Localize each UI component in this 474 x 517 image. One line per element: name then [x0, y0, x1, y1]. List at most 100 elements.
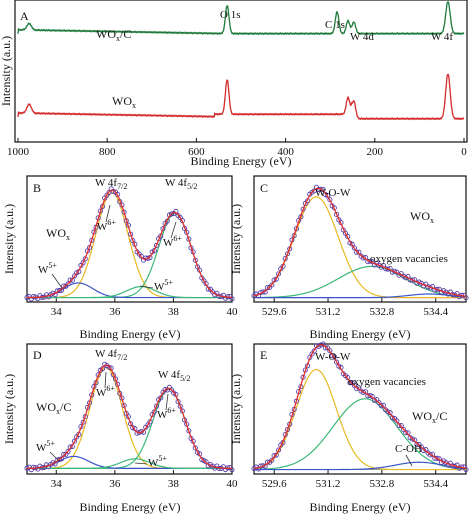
panel-e-data-point — [418, 444, 424, 450]
panel-d-tick-label: 36 — [109, 478, 121, 490]
panel-d-xlabel: Binding Energy (eV) — [79, 500, 180, 514]
panel-c-ylabel: Intensity (a.u.) — [229, 204, 243, 274]
panel-d-w6-label-2: W6+ — [157, 406, 176, 421]
panel-c-plot — [251, 184, 469, 301]
panel-b-frame — [26, 175, 233, 303]
panel-a-xlabel: Binding Energy (eV) — [190, 154, 291, 168]
panel-e-tick-label: 532.8 — [369, 478, 394, 490]
panel-d-arrow-w6-2 — [165, 393, 169, 411]
panel-b-tick-label: 38 — [168, 306, 180, 318]
panel-c-tick-label: 529.6 — [262, 306, 287, 318]
panel-e-data-point — [434, 455, 440, 461]
panel-e-data-point — [334, 359, 340, 365]
panel-c-frame — [253, 175, 467, 303]
panel-d-data-point — [106, 364, 112, 370]
panel-a-ylabel: Intensity (a.u.) — [0, 36, 13, 106]
panel-b-x-ticks: 34 36 38 40 — [51, 298, 238, 318]
panel-b-w6-label-1: W6+ — [97, 218, 116, 233]
panel-c-data-point — [325, 193, 331, 199]
panel-b-peak1-label: W 4f7/2 — [95, 177, 127, 191]
panel-a-x-ticks: 1000 800 600 400 200 0 — [7, 138, 467, 158]
panel-b-data-point — [153, 242, 160, 248]
panel-d-data-point — [203, 459, 209, 465]
panel-d-data-point — [162, 386, 168, 393]
panel-b-letter: B — [33, 181, 41, 195]
panel-d-data-point — [177, 403, 183, 409]
panel-d-fit-envelope — [26, 364, 233, 470]
panel-d-data-point — [65, 448, 71, 455]
panel-d-component-w6-4f5-2 — [27, 388, 233, 469]
panel-a-frame — [14, 0, 468, 143]
panel-e-data-point — [394, 418, 400, 424]
panel-b-arrow-w6-2 — [170, 221, 177, 239]
panel-d-letter: D — [33, 348, 42, 362]
panel-d-data-point — [112, 376, 119, 382]
panel-a-ann-w4d: W 4d — [350, 31, 374, 43]
panel-d-sample-label: WOx/C — [36, 400, 71, 416]
panel-a-tick-label: 0 — [461, 146, 467, 158]
panel-a-tick-label: 800 — [99, 146, 116, 158]
panel-c-data-point — [360, 255, 366, 261]
panel-a-label-wox: WOx — [112, 94, 136, 110]
panel-d-data-point — [30, 464, 37, 470]
panel-e-data-point — [463, 466, 469, 473]
panel-b-data-point — [65, 281, 71, 287]
panel-b-tick-label: 40 — [227, 306, 239, 318]
panel-d-tick-label: 40 — [227, 478, 239, 490]
panel-e-data-point — [385, 409, 391, 415]
panel-e-component-oxygen-vacancies — [253, 398, 467, 470]
panel-a-tick-label: 1000 — [7, 146, 30, 158]
panel-b-fit-envelope — [26, 189, 233, 299]
panel-b-w4f-wox: B Intensity (a.u.) Binding Energy (eV) 3… — [2, 175, 238, 341]
panel-c-tick-label: 534.4 — [423, 306, 448, 318]
panel-d-arrow-w5-2 — [134, 462, 148, 465]
panel-e-data-point — [345, 375, 351, 381]
panel-c-x-ticks: 529.6 531.2 532.8 534.4 — [262, 298, 449, 318]
panel-d-component-w5-4f5-2 — [27, 458, 232, 469]
panel-e-tick-label: 534.4 — [423, 478, 448, 490]
panel-e-sample-label: WOx/C — [412, 409, 447, 425]
panel-d-data-point — [153, 403, 160, 409]
panel-b-tick-label: 34 — [51, 306, 63, 318]
panel-d-data-point — [229, 467, 235, 473]
panel-e-ylabel: Intensity (a.u.) — [229, 374, 243, 444]
panel-a-tick-label: 600 — [188, 146, 205, 158]
panel-e-frame — [253, 343, 467, 475]
panel-a-letter: A — [20, 9, 29, 23]
panel-d-w4f-woxc: D Intensity (a.u.) Binding Energy (eV) 3… — [2, 343, 239, 514]
panel-c-data-point — [284, 251, 291, 257]
panel-a-ann-o1s: O 1s — [220, 9, 240, 21]
panel-b-data-point — [80, 260, 86, 266]
panel-c-data-point — [367, 258, 373, 264]
panel-c-data-point — [275, 271, 282, 277]
panel-b-data-point — [56, 288, 62, 294]
panel-d-peak2-label: W 4f5/2 — [158, 369, 190, 383]
panel-a-label-woxc: WOx/C — [96, 27, 131, 43]
panel-b-data-point — [30, 294, 37, 300]
panel-e-component-c-oh — [254, 461, 467, 471]
panel-d-w6-label-1: W6+ — [96, 384, 115, 399]
panel-c-data-point — [334, 211, 340, 218]
panel-e-tick-label: 531.2 — [316, 478, 341, 490]
panel-e-data-point — [275, 447, 282, 453]
panel-a-series-line — [17, 1, 465, 36]
panel-e-plot — [251, 341, 469, 473]
panel-e-o1s-woxc: E Intensity (a.u.) Binding Energy (eV) 5… — [229, 341, 469, 514]
panel-a-tick-label: 200 — [367, 146, 384, 158]
panel-c-component-oxygen-vacancies — [253, 265, 467, 299]
panel-c-data-point — [349, 241, 355, 247]
panel-c-sample-label: WOx — [410, 209, 434, 225]
panel-e-letter: E — [260, 348, 267, 362]
panel-c-xlabel: Binding Energy (eV) — [309, 327, 410, 341]
panel-e-data-point — [269, 457, 275, 463]
panel-e-coh-label: C-OH — [395, 443, 422, 455]
panel-c-data-point — [463, 295, 469, 301]
panel-b-component-w5-4f5-2 — [27, 285, 232, 299]
panel-e-xlabel: Binding Energy (eV) — [309, 500, 410, 514]
panel-e-tick-label: 529.6 — [262, 478, 287, 490]
panel-e-data-point — [378, 403, 384, 409]
panel-c-letter: C — [260, 181, 268, 195]
panel-a-ann-w4f: W 4f — [431, 31, 453, 43]
panel-d-w5-label-2: W5+ — [148, 454, 167, 469]
